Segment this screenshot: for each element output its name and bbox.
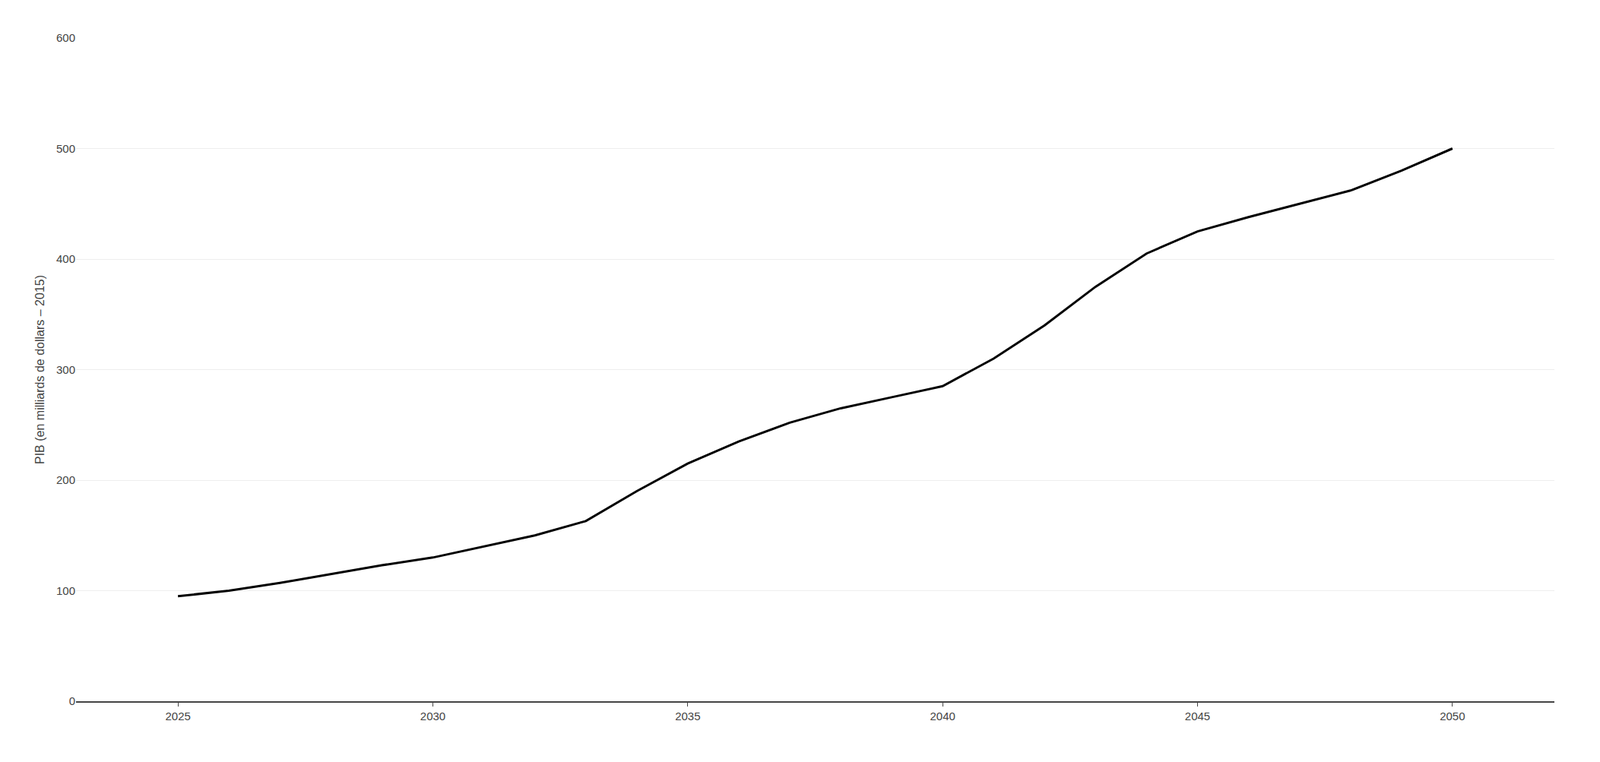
svg-text:2030: 2030 [420, 709, 446, 723]
svg-text:2025: 2025 [164, 709, 191, 723]
svg-text:100: 100 [56, 584, 76, 598]
svg-text:400: 400 [56, 252, 76, 266]
svg-text:2045: 2045 [1184, 709, 1211, 723]
svg-text:2035: 2035 [674, 709, 701, 723]
svg-text:600: 600 [56, 31, 76, 45]
svg-text:PIB (en milliards de dollars –: PIB (en milliards de dollars – 2015) [33, 275, 47, 465]
svg-text:2040: 2040 [929, 709, 955, 723]
svg-text:300: 300 [56, 363, 76, 377]
svg-text:0: 0 [69, 694, 76, 708]
svg-text:500: 500 [56, 142, 76, 156]
svg-text:200: 200 [56, 473, 76, 487]
svg-text:2050: 2050 [1439, 709, 1465, 723]
